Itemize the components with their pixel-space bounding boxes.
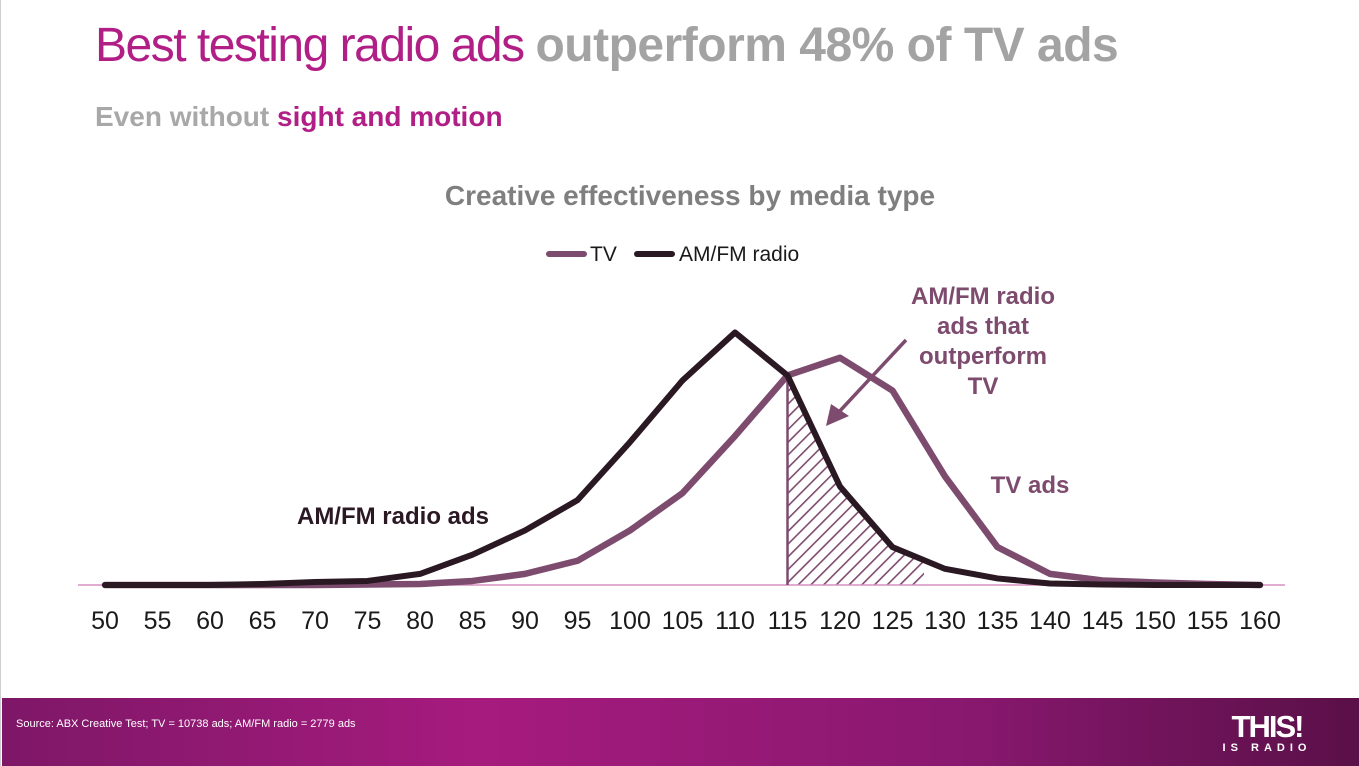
subhead-part1: Even without <box>95 101 270 132</box>
radio-curve-label: AM/FM radio ads <box>297 503 489 530</box>
subhead-part2: sight and motion <box>277 101 503 132</box>
x-tick-label: 70 <box>301 607 329 635</box>
x-tick-label: 50 <box>91 607 119 635</box>
annotation-arrow-shaft <box>836 338 908 415</box>
x-tick-label: 130 <box>924 607 966 635</box>
x-tick-label: 85 <box>459 607 487 635</box>
outperform-label-line: AM/FM radio <box>911 283 1055 310</box>
effectiveness-chart: Creative effectiveness by media type TV A… <box>78 180 1285 635</box>
x-tick-labels: 50 55 60 65 70 75 80 85 90 95 100 105 110 115 120 125 13… <box>91 607 1281 635</box>
x-tick-label: 105 <box>662 607 704 635</box>
headline-part2: outperform 48% of TV ads <box>535 19 1119 72</box>
x-tick-label: 125 <box>872 607 914 635</box>
chart-annotations: AM/FM radio ads TV ads AM/FM radio ads th… <box>297 283 1069 530</box>
x-tick-label: 95 <box>564 607 592 635</box>
headline: Best testing radio ads outperform 48% of… <box>95 18 1119 73</box>
x-tick-label: 135 <box>977 607 1019 635</box>
series-line-am-fm-radio <box>102 329 1263 588</box>
x-tick-label: 55 <box>144 607 172 635</box>
x-tick-label: 150 <box>1134 607 1176 635</box>
annotation-arrow-head <box>826 404 849 426</box>
x-tick-label: 115 <box>768 607 808 635</box>
headline-part1: Best testing radio ads <box>95 19 525 72</box>
series-line-tv <box>101 354 1264 589</box>
x-tick-label: 75 <box>354 607 382 635</box>
x-tick-label: 140 <box>1029 607 1071 635</box>
footer-bar: Source: ABX Creative Test; TV = 10738 ad… <box>2 698 1359 766</box>
source-note: Source: ABX Creative Test; TV = 10738 ad… <box>16 718 356 730</box>
x-tick-label: 145 <box>1082 607 1124 635</box>
subhead: Even without sight and motion <box>95 101 503 133</box>
x-tick-label: 160 <box>1239 607 1281 635</box>
outperform-label: AM/FM radio ads that outperform TV <box>911 283 1055 400</box>
x-tick-label: 120 <box>819 607 861 635</box>
x-tick-label: 90 <box>511 607 539 635</box>
logo-main: THIS! <box>1232 710 1303 744</box>
outperform-shaded-area <box>787 375 924 585</box>
legend-label: AM/FM radio <box>679 243 799 266</box>
this-is-radio-logo: THIS! IS RADIO <box>1223 710 1312 754</box>
chart-legend: TV AM/FM radio <box>546 243 799 266</box>
x-tick-label: 100 <box>609 607 651 635</box>
legend-label: TV <box>590 243 617 266</box>
x-tick-label: 110 <box>715 607 755 635</box>
x-tick-label: 60 <box>196 607 224 635</box>
tv-curve-label: TV ads <box>991 472 1070 499</box>
outperform-label-line: outperform <box>919 343 1047 370</box>
x-tick-label: 80 <box>406 607 434 635</box>
chart-title: Creative effectiveness by media type <box>445 180 935 211</box>
series-lines <box>101 329 1264 589</box>
logo-sub: IS RADIO <box>1223 742 1312 754</box>
outperform-label-line: TV <box>968 373 999 400</box>
x-tick-label: 65 <box>249 607 277 635</box>
x-tick-label: 155 <box>1187 607 1229 635</box>
outperform-label-line: ads that <box>937 313 1029 340</box>
